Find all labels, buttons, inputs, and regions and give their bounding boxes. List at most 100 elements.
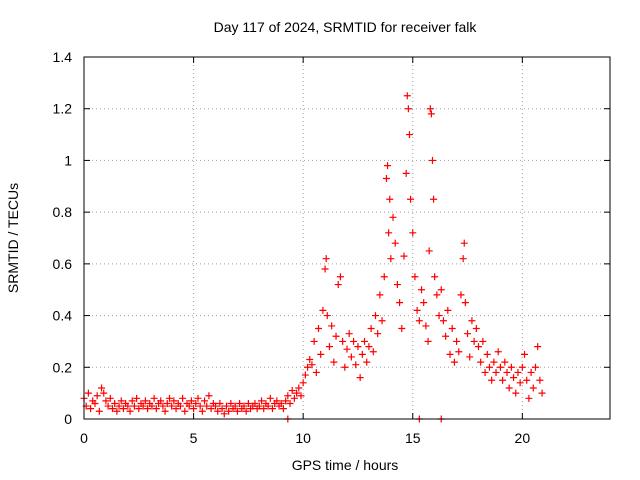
data-point xyxy=(277,399,285,407)
data-point xyxy=(442,332,450,340)
chart-title: Day 117 of 2024, SRMTID for receiver fal… xyxy=(214,19,478,35)
data-point xyxy=(387,255,395,263)
data-point xyxy=(391,239,399,247)
data-point xyxy=(244,399,252,407)
data-point xyxy=(358,350,366,358)
data-point xyxy=(354,343,362,351)
y-tick-label: 1 xyxy=(64,152,72,168)
data-point xyxy=(512,389,520,397)
data-point xyxy=(531,363,539,371)
data-point xyxy=(488,376,496,384)
data-point xyxy=(330,358,338,366)
data-point xyxy=(98,384,106,392)
data-point xyxy=(102,397,110,405)
data-point xyxy=(322,255,330,263)
data-point xyxy=(212,402,219,410)
data-point xyxy=(425,247,433,255)
data-point xyxy=(163,399,171,407)
data-point xyxy=(297,392,305,400)
data-point xyxy=(266,394,274,402)
data-point xyxy=(398,325,406,332)
data-point xyxy=(225,407,233,415)
y-tick-label: 0.6 xyxy=(53,256,73,272)
data-point xyxy=(437,286,445,294)
data-point xyxy=(483,350,491,358)
data-point xyxy=(369,348,377,356)
data-point xyxy=(472,325,480,332)
data-point xyxy=(393,281,401,289)
y-tick-label: 1.4 xyxy=(53,49,73,65)
data-point xyxy=(290,394,298,402)
data-point xyxy=(251,399,259,407)
data-point xyxy=(347,353,355,361)
data-point xyxy=(396,299,404,307)
data-point xyxy=(242,407,250,415)
data-point xyxy=(378,317,386,325)
y-tick-label: 0.8 xyxy=(53,204,73,220)
data-point xyxy=(135,405,143,413)
data-point xyxy=(172,405,180,413)
data-point xyxy=(170,397,178,405)
data-point xyxy=(430,195,438,203)
data-point xyxy=(339,337,347,345)
data-point xyxy=(124,402,132,410)
data-point xyxy=(460,239,468,247)
data-point xyxy=(328,322,336,330)
data-point xyxy=(192,399,200,407)
data-point xyxy=(284,392,292,400)
data-point xyxy=(385,229,393,237)
data-point xyxy=(363,358,371,366)
data-point xyxy=(411,273,419,281)
data-point xyxy=(141,397,149,405)
data-point xyxy=(222,402,230,410)
data-point xyxy=(521,350,529,358)
data-point xyxy=(181,407,189,415)
data-point xyxy=(361,337,369,345)
data-point xyxy=(258,397,266,405)
x-tick-label: 5 xyxy=(190,430,198,446)
data-point xyxy=(187,397,195,405)
data-point xyxy=(152,405,160,413)
data-point xyxy=(507,363,515,371)
data-point xyxy=(111,399,119,407)
data-point xyxy=(343,345,351,353)
data-point xyxy=(426,105,434,113)
data-point xyxy=(464,330,472,338)
data-point xyxy=(268,405,276,413)
data-point xyxy=(159,402,167,410)
data-point xyxy=(201,397,209,405)
data-point xyxy=(518,363,526,371)
data-point xyxy=(240,402,248,410)
data-point xyxy=(310,337,318,345)
data-point xyxy=(144,405,152,413)
data-point xyxy=(386,195,394,203)
data-point xyxy=(161,407,169,415)
data-point xyxy=(536,376,544,384)
y-tick-label: 1.2 xyxy=(53,101,73,117)
data-point xyxy=(470,337,478,345)
data-point xyxy=(299,379,307,387)
data-point xyxy=(273,397,281,405)
data-point xyxy=(255,402,263,410)
data-point xyxy=(113,407,121,415)
x-axis-title: GPS time / hours xyxy=(292,457,399,473)
data-point xyxy=(427,110,435,118)
data-point xyxy=(341,363,349,371)
data-point xyxy=(87,405,95,413)
data-point xyxy=(402,169,410,177)
data-point xyxy=(108,405,116,413)
y-tick-label: 0.4 xyxy=(53,308,73,324)
data-point xyxy=(403,92,411,100)
data-point xyxy=(185,402,193,410)
data-point xyxy=(168,402,176,410)
data-point xyxy=(459,255,467,263)
data-point xyxy=(279,405,287,413)
data-point xyxy=(194,394,202,402)
data-point xyxy=(446,350,454,358)
data-point xyxy=(93,392,101,400)
data-point xyxy=(475,343,482,351)
data-point xyxy=(501,358,509,366)
data-point xyxy=(179,394,187,402)
data-point xyxy=(477,358,485,366)
data-point xyxy=(334,281,342,289)
